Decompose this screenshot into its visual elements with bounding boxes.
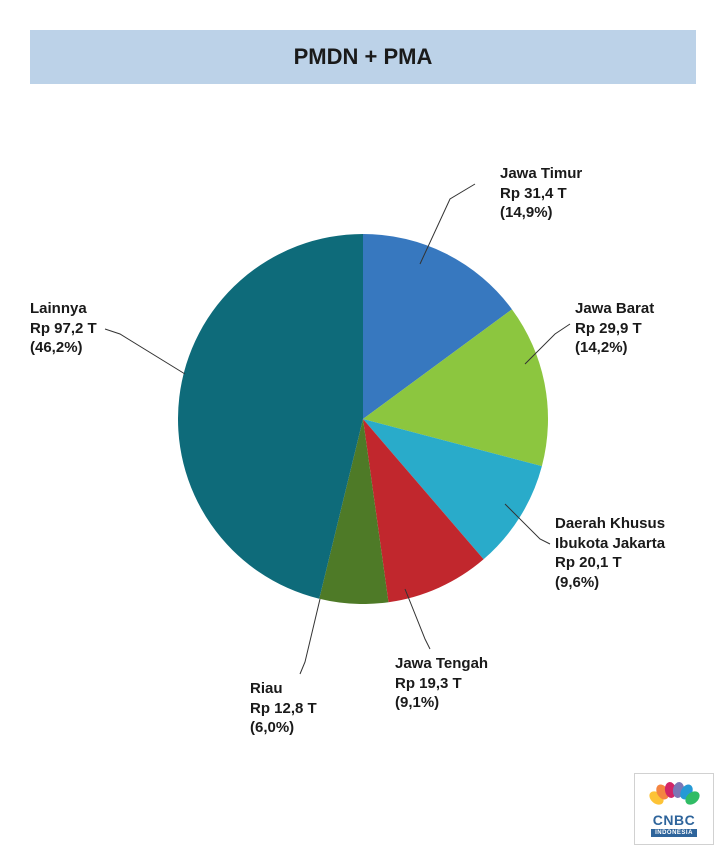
slice-label: Daerah Khusus Ibukota JakartaRp 20,1 T(9…: [555, 514, 695, 592]
leader-lines: [0, 84, 726, 784]
leader-line: [525, 324, 570, 364]
watermark-subtitle: INDONESIA: [651, 829, 697, 837]
slice-pct: (46,2%): [30, 338, 97, 358]
chart-title-bar: PMDN + PMA: [30, 30, 696, 84]
slice-name: Jawa Barat: [575, 299, 654, 319]
slice-value: Rp 97,2 T: [30, 319, 97, 339]
leader-line: [105, 329, 185, 374]
slice-pct: (9,6%): [555, 573, 695, 593]
slice-name: Jawa Timur: [500, 164, 582, 184]
leader-line: [505, 504, 550, 544]
leader-line: [405, 589, 430, 649]
peacock-icon: [651, 782, 697, 810]
slice-name: Riau: [250, 679, 317, 699]
slice-value: Rp 20,1 T: [555, 553, 695, 573]
cnbc-watermark: CNBC INDONESIA: [634, 773, 714, 845]
slice-name: Daerah Khusus Ibukota Jakarta: [555, 514, 695, 553]
slice-label: RiauRp 12,8 T(6,0%): [250, 679, 317, 738]
watermark-brand: CNBC: [653, 812, 695, 828]
slice-value: Rp 19,3 T: [395, 674, 488, 694]
pie-chart-area: Jawa TimurRp 31,4 T(14,9%)Jawa BaratRp 2…: [0, 84, 726, 784]
slice-value: Rp 31,4 T: [500, 184, 582, 204]
slice-label: LainnyaRp 97,2 T(46,2%): [30, 299, 97, 358]
slice-label: Jawa TengahRp 19,3 T(9,1%): [395, 654, 488, 713]
leader-line: [300, 599, 320, 674]
slice-label: Jawa BaratRp 29,9 T(14,2%): [575, 299, 654, 358]
slice-label: Jawa TimurRp 31,4 T(14,9%): [500, 164, 582, 223]
leader-line: [420, 184, 475, 264]
slice-name: Lainnya: [30, 299, 97, 319]
chart-title: PMDN + PMA: [294, 44, 433, 69]
slice-pct: (14,2%): [575, 338, 654, 358]
slice-name: Jawa Tengah: [395, 654, 488, 674]
slice-pct: (9,1%): [395, 693, 488, 713]
slice-pct: (14,9%): [500, 203, 582, 223]
slice-value: Rp 12,8 T: [250, 699, 317, 719]
slice-pct: (6,0%): [250, 718, 317, 738]
slice-value: Rp 29,9 T: [575, 319, 654, 339]
